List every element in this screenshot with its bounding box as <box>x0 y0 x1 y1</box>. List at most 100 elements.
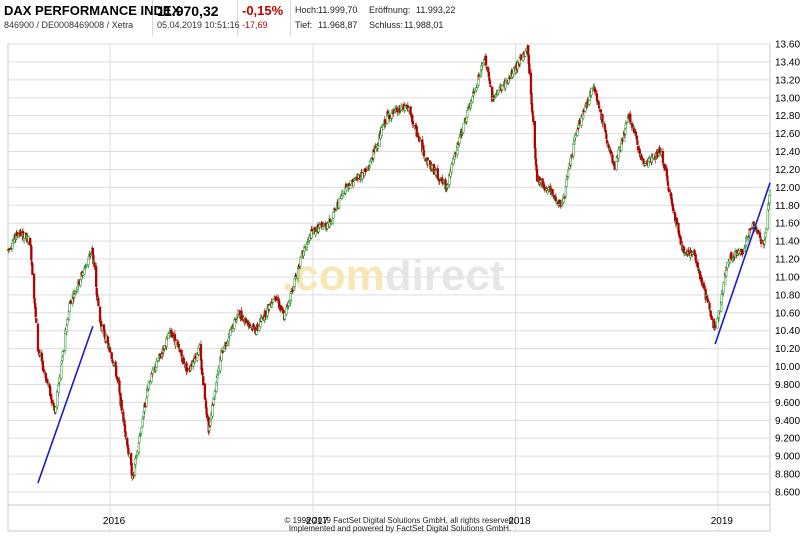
candle-body <box>635 135 639 140</box>
candle-body <box>205 413 209 418</box>
candle-body <box>185 369 189 372</box>
watermark-part-direct: direct <box>385 251 505 300</box>
candle-body <box>361 172 364 180</box>
candle-body <box>640 156 644 160</box>
candle-body <box>35 318 38 323</box>
candle-body <box>271 298 275 303</box>
candle-body <box>572 142 575 157</box>
candle-body <box>605 133 608 140</box>
candle-body <box>720 294 723 304</box>
high-value: 11.999,70 <box>318 5 358 15</box>
candle-body <box>533 121 537 149</box>
candle-body <box>749 228 752 230</box>
candle-body <box>108 347 112 353</box>
candle-body <box>46 378 49 384</box>
candle-body <box>565 179 568 187</box>
change-cell: -0,15% -17,69 <box>238 0 291 36</box>
candle-body <box>97 297 100 307</box>
price-chart-svg: 8.600 8.800 9.000 9.200 9.400 9.600 9.800 10.00… <box>6 40 800 532</box>
candle-body <box>334 208 337 211</box>
candle-body <box>563 196 566 199</box>
candle-body <box>283 312 286 320</box>
candle-body <box>615 161 618 171</box>
candle-body <box>287 302 290 306</box>
candle-body <box>147 382 151 390</box>
open-value: 11.993,22 <box>416 5 456 15</box>
candle-body <box>590 87 593 96</box>
candle-body <box>768 195 771 204</box>
candle-body <box>93 262 96 268</box>
y-tick-label: 11.400 <box>775 237 800 248</box>
candle-body <box>458 136 461 144</box>
candle-body <box>666 175 669 181</box>
candle-body <box>423 157 426 160</box>
candle-body <box>202 376 205 386</box>
candle-body <box>244 318 248 324</box>
candle-body <box>95 266 98 288</box>
candle-body <box>559 204 562 207</box>
candle-body <box>193 361 196 364</box>
candle-body <box>764 227 768 234</box>
y-tick-label: 13.000 <box>775 93 800 104</box>
candle-body <box>260 317 263 322</box>
candle-body <box>118 380 121 393</box>
candle-body <box>588 95 591 101</box>
candle-body <box>446 184 449 188</box>
candle-body <box>159 357 162 359</box>
low-label: Tief: <box>295 20 313 30</box>
candle-body <box>233 319 236 329</box>
candle-body <box>110 352 113 359</box>
price-chart: 8.600 8.800 9.000 9.200 9.400 9.600 9.800 10.00… <box>0 40 800 532</box>
footer-copyright: © 1998-2019 FactSet Digital Solutions Gm… <box>284 516 516 525</box>
candle-body <box>484 56 488 66</box>
candle-body <box>103 329 106 337</box>
candle-body <box>757 230 760 233</box>
candle-body <box>87 256 91 260</box>
candle-body <box>50 399 53 404</box>
y-tick-label: 9.600 <box>775 398 800 409</box>
change-percent: -0,15% <box>242 3 284 18</box>
y-tick-label: 9.400 <box>775 416 800 427</box>
y-tick-label: 10.200 <box>775 344 800 355</box>
candle-body <box>212 397 215 405</box>
candle-body <box>566 169 570 177</box>
candle-body <box>83 268 86 275</box>
quote-header: DAX PERFORMANCE INDEX 846900 / DE0008469… <box>0 0 800 36</box>
x-tick-label: 2017 <box>306 516 329 527</box>
candle-body <box>349 185 352 190</box>
candle-body <box>706 298 710 303</box>
candle-body <box>58 377 61 383</box>
candle-body <box>462 123 465 133</box>
candle-body <box>60 364 63 379</box>
candle-body <box>696 262 700 268</box>
candle-body <box>50 394 53 400</box>
y-tick-label: 11.200 <box>775 255 800 266</box>
price-cell: 11.970,32 05.04.2019 10:51:16 <box>153 0 240 36</box>
candle-body <box>114 365 118 377</box>
candle-body <box>306 240 310 242</box>
candle-body <box>634 131 637 136</box>
candle-body <box>481 63 484 66</box>
candle-body <box>422 150 426 157</box>
candle-body <box>528 63 531 74</box>
candle-body <box>529 72 533 95</box>
candle-body <box>535 169 539 182</box>
y-tick-label: 13.400 <box>775 57 800 68</box>
candle-body <box>31 264 34 276</box>
candle-body <box>403 105 407 111</box>
candle-body <box>85 264 88 266</box>
instrument-identifiers: 846900 / DE0008469008 / Xetra <box>4 20 134 30</box>
candle-body <box>624 123 627 129</box>
candle-body <box>275 297 279 300</box>
candle-body <box>255 330 258 335</box>
candle-body <box>679 237 682 245</box>
candle-body <box>390 113 393 119</box>
candle-body <box>177 343 180 348</box>
candle-body <box>661 151 665 164</box>
candle-body <box>310 228 314 232</box>
candle-body <box>636 140 639 145</box>
candle-body <box>603 123 606 129</box>
candle-body <box>380 127 383 136</box>
candle-body <box>139 427 143 434</box>
y-tick-label: 9.200 <box>775 434 800 445</box>
